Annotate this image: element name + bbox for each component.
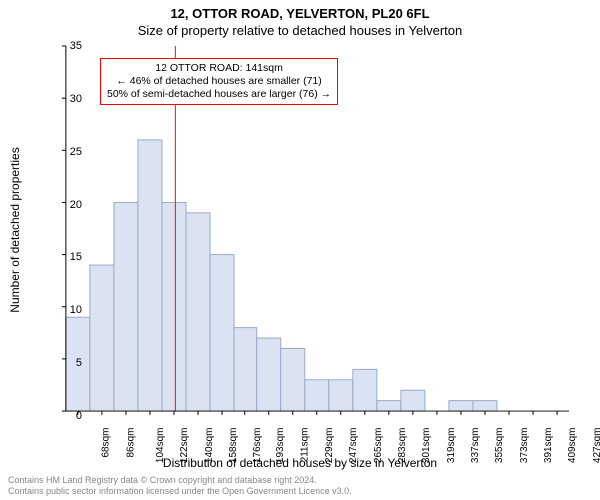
x-tick-label: 86sqm [125,428,136,458]
histogram-bar [138,140,162,411]
histogram-bar [353,369,377,411]
histogram-bar [377,401,401,411]
y-tick-label: 0 [52,410,82,422]
y-tick-label: 25 [52,146,82,158]
histogram-bar [257,338,281,411]
y-tick-label: 5 [52,357,82,369]
histogram-bar [449,401,473,411]
footer-credits: Contains HM Land Registry data © Crown c… [8,475,352,496]
y-tick-label: 35 [52,40,82,52]
histogram-bar [162,202,186,411]
footer-line-1: Contains HM Land Registry data © Crown c… [8,475,352,485]
annotation-box: 12 OTTOR ROAD: 141sqm ← 46% of detached … [100,58,338,105]
page-title: 12, OTTOR ROAD, YELVERTON, PL20 6FL [0,0,600,21]
annotation-line-1: 12 OTTOR ROAD: 141sqm [107,62,331,75]
histogram-bar [473,401,497,411]
annotation-line-2: ← 46% of detached houses are smaller (71… [107,75,331,88]
histogram-bar [401,390,425,411]
histogram-bar [234,328,257,411]
chart-container: 12, OTTOR ROAD, YELVERTON, PL20 6FL Size… [0,0,600,500]
y-tick-label: 20 [52,199,82,211]
footer-line-2: Contains public sector information licen… [8,486,352,496]
histogram-bar [281,348,305,411]
histogram-bar [305,380,329,411]
page-subtitle: Size of property relative to detached ho… [0,21,600,38]
y-tick-label: 30 [52,93,82,105]
histogram-bar [329,380,353,411]
histogram-bar [90,265,114,411]
histogram-bar [186,213,210,411]
y-axis-label: Number of detached properties [8,147,22,312]
histogram-bar [114,202,138,411]
histogram-bar [210,255,234,411]
x-tick-label: 68sqm [101,428,112,458]
y-tick-label: 15 [52,251,82,263]
annotation-line-3: 50% of semi-detached houses are larger (… [107,88,331,101]
y-tick-label: 10 [52,304,82,316]
x-axis-label: Distribution of detached houses by size … [0,456,600,470]
